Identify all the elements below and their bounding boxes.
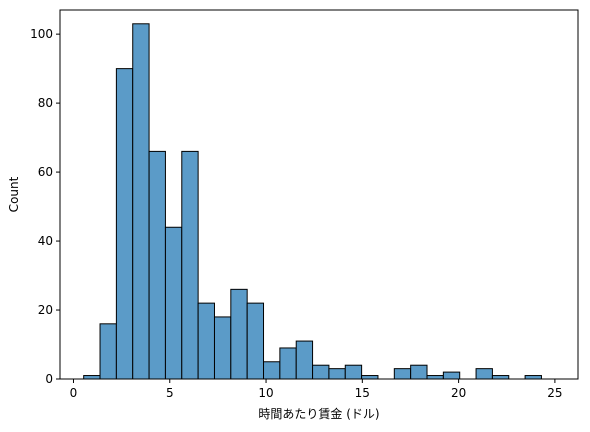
- x-tick-label: 5: [166, 386, 174, 400]
- y-axis-title: Count: [7, 176, 21, 212]
- y-tick-label: 40: [38, 234, 53, 248]
- histogram-bar: [164, 226, 183, 380]
- histogram-bar: [361, 375, 379, 380]
- histogram-bar: [181, 150, 199, 380]
- histogram-bar: [148, 150, 166, 380]
- x-tick-label: 10: [258, 386, 273, 400]
- y-tick-label: 20: [38, 303, 53, 317]
- histogram-bar: [491, 375, 510, 380]
- histogram-bar: [393, 368, 412, 380]
- x-tick-label: 15: [355, 386, 370, 400]
- axes-frame: [59, 9, 579, 380]
- histogram-bar: [475, 368, 493, 380]
- x-tick-label: 0: [70, 386, 78, 400]
- histogram-bar: [344, 364, 363, 380]
- histogram-bar: [99, 323, 117, 380]
- histogram-bar: [524, 375, 542, 380]
- histogram-bars: [83, 23, 542, 380]
- x-tick-label: 20: [451, 386, 466, 400]
- histogram-bar: [213, 316, 232, 380]
- histogram-bar: [328, 368, 346, 380]
- histogram-bar: [410, 364, 428, 380]
- histogram-bar: [295, 340, 314, 380]
- histogram-bar: [442, 371, 461, 380]
- histogram-bar: [246, 302, 265, 380]
- x-axis-title: 時間あたり賃金 (ドル): [258, 406, 379, 421]
- histogram-bar: [426, 375, 444, 380]
- y-tick-label: 80: [38, 96, 53, 110]
- histogram-bar: [230, 288, 248, 380]
- x-tick-label: 25: [547, 386, 562, 400]
- histogram-bar: [197, 302, 215, 380]
- y-axis: 0 20 40 60 80 100: [30, 27, 60, 386]
- axes-spines: [59, 9, 579, 380]
- histogram-bar: [263, 361, 281, 380]
- x-axis: 0 5 10 15 20 25: [70, 379, 563, 400]
- histogram-bar: [312, 364, 330, 380]
- histogram-bar: [83, 375, 101, 380]
- histogram-bar: [115, 68, 134, 380]
- y-tick-label: 0: [45, 372, 53, 386]
- y-tick-label: 60: [38, 165, 53, 179]
- histogram-bar: [279, 347, 297, 380]
- histogram-bar: [132, 23, 150, 380]
- y-tick-label: 100: [30, 27, 53, 41]
